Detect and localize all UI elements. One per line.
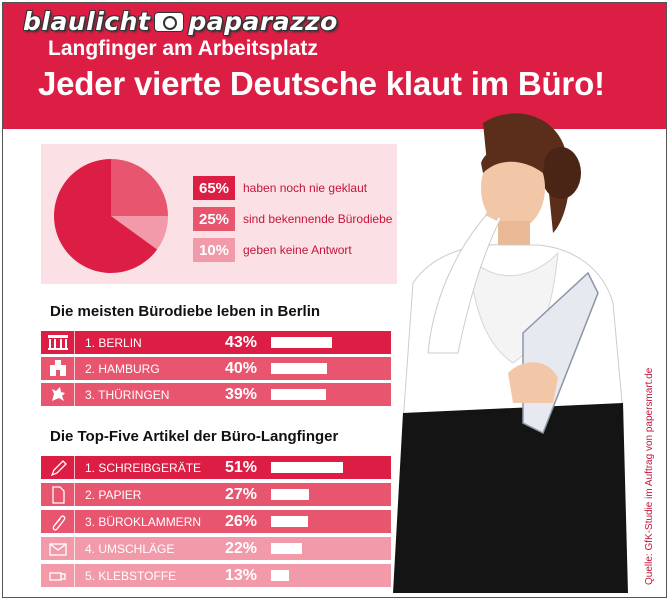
bar-category-label: 1. BERLIN xyxy=(85,335,142,350)
bar-category-label: 3. BÜROKLAMMERN xyxy=(85,514,202,529)
bar-row: 2. HAMBURG 40% xyxy=(41,357,391,380)
brandenburg-gate-icon xyxy=(41,331,75,354)
subtitle: Langfinger am Arbeitsplatz xyxy=(48,37,318,60)
bar-row: 4. UMSCHLÄGE 22% xyxy=(41,537,391,560)
legend-item: 10% geben keine Antwort xyxy=(193,238,352,262)
bar-value-label: 40% xyxy=(225,359,258,377)
watermark-right: paparazzo xyxy=(188,7,338,36)
legend-percent: 10% xyxy=(193,238,235,262)
bar-track xyxy=(271,570,381,581)
bar-category-label: 2. PAPIER xyxy=(85,487,142,502)
bar-value-label: 26% xyxy=(225,512,258,530)
section-title-regions: Die meisten Bürodiebe leben in Berlin xyxy=(50,303,321,320)
bar xyxy=(271,363,328,374)
bar xyxy=(271,462,343,473)
page-title: Jeder vierte Deutsche klaut im Büro! xyxy=(38,65,605,102)
legend-item: 65% haben noch nie geklaut xyxy=(193,176,367,200)
legend-item: 25% sind bekennende Bürodiebe xyxy=(193,207,392,231)
bar xyxy=(271,389,327,400)
pie-slice xyxy=(53,159,158,273)
pie-slice xyxy=(111,159,168,216)
bar-category-label: 1. SCHREIBGERÄTE xyxy=(85,460,202,475)
pie-panel: 65% haben noch nie geklaut 25% sind bekenne… xyxy=(41,144,397,284)
pen-icon xyxy=(41,456,75,479)
bar xyxy=(271,543,303,554)
bar-value-label: 51% xyxy=(225,458,258,476)
bar-value-label: 27% xyxy=(225,485,258,503)
envelope-icon xyxy=(41,537,75,560)
bar-value-label: 39% xyxy=(225,385,258,403)
legend-label: geben keine Antwort xyxy=(243,243,352,257)
bar-track xyxy=(271,363,381,374)
hamburg-castle-icon xyxy=(41,357,75,380)
paperclip-icon xyxy=(41,510,75,533)
bar-track xyxy=(271,516,381,527)
bar xyxy=(271,570,290,581)
pie-chart xyxy=(53,159,168,273)
bar-value-label: 43% xyxy=(225,333,258,351)
bar-category-label: 4. UMSCHLÄGE xyxy=(85,541,175,556)
bar xyxy=(271,337,332,348)
section-title-articles: Die Top-Five Artikel der Büro-Langfinger xyxy=(50,428,339,445)
bar-category-label: 5. KLEBSTOFFE xyxy=(85,568,177,583)
bar-value-label: 13% xyxy=(225,566,258,584)
bar-row: 1. BERLIN 43% xyxy=(41,331,391,354)
thuringia-lion-icon xyxy=(41,383,75,406)
legend-percent: 65% xyxy=(193,176,235,200)
legend-percent: 25% xyxy=(193,207,235,231)
bar-track xyxy=(271,489,381,500)
camera-icon xyxy=(154,12,185,32)
legend-label: sind bekennende Bürodiebe xyxy=(243,212,393,226)
bar-category-label: 2. HAMBURG xyxy=(85,361,160,376)
bar-track xyxy=(271,389,381,400)
bar-category-label: 3. THÜRINGEN xyxy=(85,387,170,402)
bar-row: 3. BÜROKLAMMERN 26% xyxy=(41,510,391,533)
bar-track xyxy=(271,337,381,348)
bar xyxy=(271,489,310,500)
glue-stick-icon xyxy=(41,564,75,587)
bar-row: 5. KLEBSTOFFE 13% xyxy=(41,564,391,587)
legend-label: haben noch nie geklaut xyxy=(243,181,368,195)
bar-track xyxy=(271,543,381,554)
bar-row: 2. PAPIER 27% xyxy=(41,483,391,506)
paper-icon xyxy=(41,483,75,506)
header-banner: blaulicht paparazzo Langfinger am Arbeits… xyxy=(3,3,666,129)
bar-row: 3. THÜRINGEN 39% xyxy=(41,383,391,406)
woman-photo xyxy=(393,113,628,593)
source-note: Quelle: GfK-Studie im Auftrag von papers… xyxy=(644,367,655,585)
watermark-logo: blaulicht paparazzo xyxy=(23,7,338,36)
bar xyxy=(271,516,308,527)
bar-value-label: 22% xyxy=(225,539,258,557)
watermark-left: blaulicht xyxy=(23,7,151,36)
bar-track xyxy=(271,462,381,473)
pie-slice xyxy=(111,216,168,250)
bar-row: 1. SCHREIBGERÄTE 51% xyxy=(41,456,391,479)
